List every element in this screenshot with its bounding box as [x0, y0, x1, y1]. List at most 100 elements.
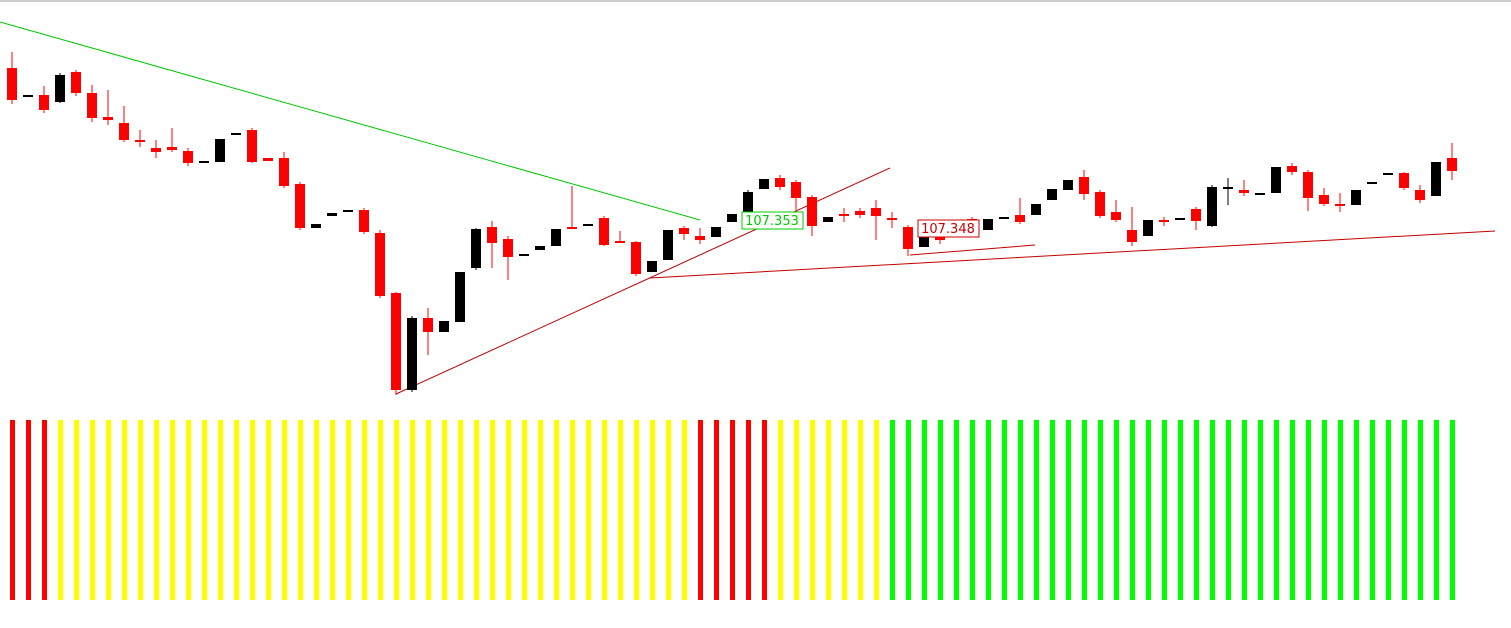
histogram-bar	[698, 420, 703, 600]
candle-body	[167, 147, 177, 150]
histogram-bar	[154, 420, 159, 600]
candle-body	[679, 228, 689, 234]
candle-body	[343, 210, 353, 212]
candle-body	[615, 241, 625, 243]
histogram-bar	[74, 420, 79, 600]
candle-body	[55, 75, 65, 102]
histogram-bar	[330, 420, 335, 600]
histogram-bar	[938, 420, 943, 600]
histogram-bar	[874, 420, 879, 600]
candle-body	[455, 272, 465, 322]
candle-body	[983, 219, 993, 230]
histogram-bar	[650, 420, 655, 600]
histogram-bar	[1098, 420, 1103, 600]
candle-body	[279, 158, 289, 186]
histogram-bar	[1306, 420, 1311, 600]
price-tag: 107.353	[741, 211, 804, 230]
candle-body	[711, 227, 721, 237]
histogram-bar	[1434, 420, 1439, 600]
candle-body	[743, 192, 753, 213]
candle-body	[295, 184, 305, 228]
candle-body	[1159, 220, 1169, 222]
trendlines	[0, 21, 1496, 395]
histogram-bar	[1066, 420, 1071, 600]
candle-body	[247, 130, 257, 162]
candle-body	[759, 179, 769, 189]
histogram-bar	[490, 420, 495, 600]
candle-body	[1047, 189, 1057, 200]
price-tag-text: 107.353	[745, 214, 799, 229]
candle-body	[327, 213, 337, 216]
histogram-bar	[602, 420, 607, 600]
candle-body	[887, 218, 897, 220]
histogram-bar	[1178, 420, 1183, 600]
histogram-bar	[458, 420, 463, 600]
histogram-bar	[1354, 420, 1359, 600]
candle-body	[1031, 204, 1041, 215]
candle-body	[1239, 190, 1249, 193]
histogram-bar	[730, 420, 735, 600]
candle-body	[871, 208, 881, 216]
candle-body	[839, 214, 849, 216]
histogram-bar	[1146, 420, 1151, 600]
histogram-bar	[1338, 420, 1343, 600]
candle-body	[103, 117, 113, 120]
candle-body	[823, 217, 833, 222]
candle-body	[39, 95, 49, 110]
histogram-bar	[1386, 420, 1391, 600]
candle-body	[647, 261, 657, 272]
candle-body	[1143, 220, 1153, 236]
histogram-bar	[10, 420, 15, 600]
histogram-bar	[298, 420, 303, 600]
candle-body	[1335, 204, 1345, 206]
candle-body	[487, 227, 497, 243]
histogram-bar	[906, 420, 911, 600]
candle-body	[423, 318, 433, 332]
histogram-bar	[1402, 420, 1407, 600]
candle-body	[791, 182, 801, 198]
candle-body	[695, 236, 705, 240]
candle-body	[119, 123, 129, 140]
histogram-bar	[1418, 420, 1423, 600]
candle-body	[807, 197, 817, 226]
histogram-bar	[122, 420, 127, 600]
histogram-bar	[1082, 420, 1087, 600]
histogram-bar	[538, 420, 543, 600]
candle-body	[375, 233, 385, 296]
candle-body	[1431, 162, 1441, 196]
candle-body	[1223, 187, 1233, 189]
histogram-bar	[522, 420, 527, 600]
candle-body	[1095, 192, 1105, 216]
histogram-bar	[970, 420, 975, 600]
candle-body	[1367, 182, 1377, 184]
histogram-bar	[282, 420, 287, 600]
candle-body	[1191, 209, 1201, 221]
candle-body	[1287, 166, 1297, 172]
histogram-bar	[1210, 420, 1215, 600]
histogram-bar	[506, 420, 511, 600]
candle-body	[1383, 173, 1393, 175]
histogram-bar	[138, 420, 143, 600]
candle-body	[183, 151, 193, 163]
histogram-bar	[1322, 420, 1327, 600]
histogram-bar	[1162, 420, 1167, 600]
candle-body	[87, 93, 97, 118]
histogram-bar	[266, 420, 271, 600]
candle-body	[1255, 193, 1265, 195]
histogram-bar	[362, 420, 367, 600]
trendline	[0, 21, 701, 221]
histogram-bar	[714, 420, 719, 600]
histogram-bar	[234, 420, 239, 600]
candle-body	[567, 227, 577, 229]
candle-body	[471, 229, 481, 268]
histogram-bar	[218, 420, 223, 600]
histogram-bar	[634, 420, 639, 600]
histogram	[10, 420, 1455, 600]
price-tag-box	[741, 211, 804, 230]
candle-body	[1015, 215, 1025, 222]
histogram-bar	[842, 420, 847, 600]
candle-body	[551, 229, 561, 246]
candle-body	[1399, 173, 1409, 188]
